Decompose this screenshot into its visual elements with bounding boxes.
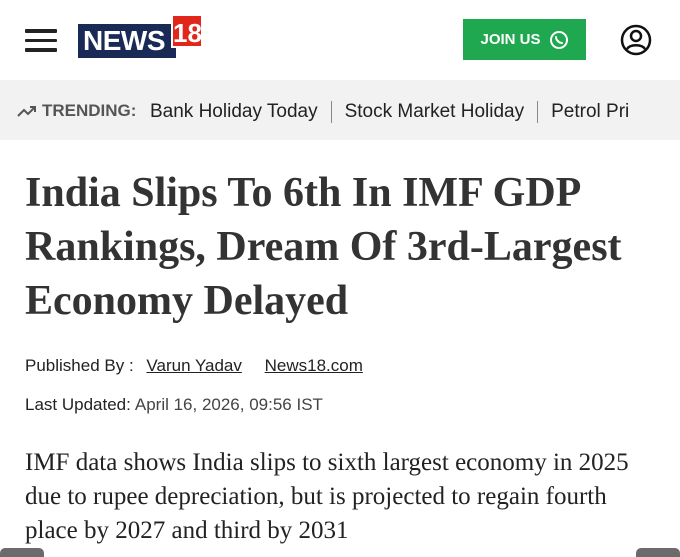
summary: IMF data shows India slips to sixth larg…: [25, 449, 629, 544]
whatsapp-icon: [549, 30, 568, 49]
author-link[interactable]: Varun Yadav: [146, 356, 242, 375]
updated: Last Updated: April 16, 2026, 09:56 IST: [25, 395, 323, 415]
trending-item[interactable]: Bank Holiday Today: [150, 101, 318, 122]
source-link[interactable]: News18.com: [264, 356, 363, 375]
updated-date: April 16, 2026, 09:56 IST: [134, 395, 323, 414]
updated-label: Last Updated:: [25, 395, 131, 414]
join-button[interactable]: JOIN US: [463, 19, 586, 60]
edge-tab: [636, 548, 680, 557]
trending-list: Bank Holiday Today Stock Market Holiday …: [150, 101, 642, 123]
menu-button[interactable]: [25, 29, 57, 52]
byline: Published By : Varun Yadav News18.com: [25, 356, 363, 376]
header: NEWS 18 JOIN US: [0, 0, 680, 80]
profile-icon[interactable]: [620, 24, 652, 56]
headline: India Slips To 6th In IMF GDP Rankings, …: [25, 170, 622, 324]
trend-icon: [17, 106, 36, 117]
published-label: Published By :: [25, 356, 134, 375]
join-label: JOIN US: [480, 31, 541, 48]
trending-item[interactable]: Petrol Pri: [551, 101, 630, 122]
edge-tab: [0, 548, 44, 557]
logo[interactable]: NEWS 18: [78, 14, 208, 60]
logo-number: 18: [171, 14, 203, 48]
trending-item[interactable]: Stock Market Holiday: [344, 101, 525, 122]
logo-text: NEWS: [78, 24, 176, 58]
trending-label: TRENDING:: [42, 101, 137, 120]
trending-bar: TRENDING: Bank Holiday Today Stock Marke…: [0, 80, 680, 140]
